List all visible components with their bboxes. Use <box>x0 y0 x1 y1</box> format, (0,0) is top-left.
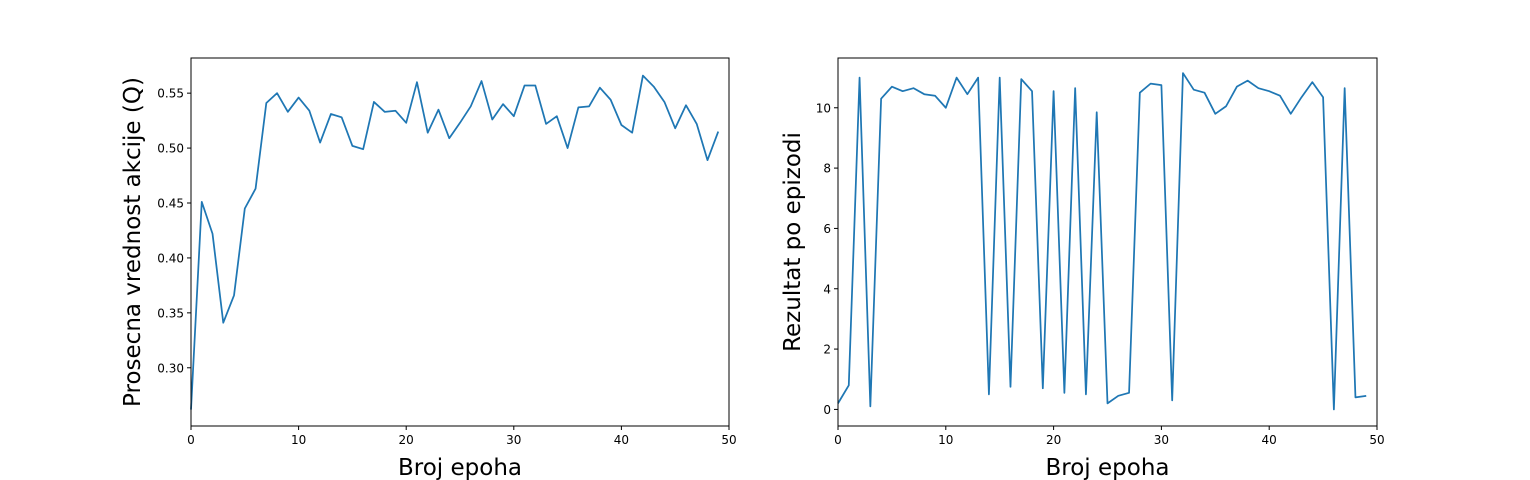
x-tick-label: 50 <box>721 433 736 447</box>
x-tick-label: 10 <box>938 433 953 447</box>
series-line-0 <box>190 74 720 410</box>
y-tick-label: 0.30 <box>157 361 184 375</box>
y-tick-label: 6 <box>823 222 831 236</box>
y-tick-label: 0.45 <box>157 197 184 211</box>
x-tick-label: 30 <box>1154 433 1169 447</box>
x-tick-label: 30 <box>506 433 521 447</box>
x-tick-label: 20 <box>1046 433 1061 447</box>
y-tick-label: 0.55 <box>157 87 184 101</box>
y-axis-label: Prosecna vrednost akcije (Q) <box>120 77 146 407</box>
x-axis-label: Broj epoha <box>398 455 522 480</box>
x-tick-label: 20 <box>399 433 414 447</box>
chart-q-value: 0 10 20 30 40 50 0.30 0.35 0.40 0.45 0.50 0.55 Broj … <box>120 57 737 480</box>
y-tick-label: 2 <box>823 343 831 357</box>
y-tick-label: 8 <box>823 162 831 176</box>
y-tick-label: 0.35 <box>157 306 184 320</box>
y-tick-label: 4 <box>823 282 831 296</box>
x-tick-label: 0 <box>834 433 842 447</box>
x-tick-label: 0 <box>187 433 195 447</box>
x-tick-label: 50 <box>1369 433 1384 447</box>
y-tick-label: 10 <box>816 101 831 115</box>
x-tick-label: 10 <box>291 433 306 447</box>
y-axis-label: Rezultat po epizodi <box>780 132 806 352</box>
plot-frame <box>837 57 1378 427</box>
y-tick-label: 0.50 <box>157 142 184 156</box>
x-axis-label: Broj epoha <box>1046 455 1170 480</box>
plot-frame <box>190 57 730 427</box>
x-tick-label: 40 <box>1262 433 1277 447</box>
x-tick-label: 40 <box>614 433 629 447</box>
y-tick-label: 0 <box>823 403 831 417</box>
chart-episode-score: 0 10 20 30 40 50 0 2 4 6 8 10 Broj epoha Rezultat po … <box>780 57 1385 480</box>
y-tick-label: 0.40 <box>157 251 184 265</box>
series-line-0 <box>837 72 1367 411</box>
